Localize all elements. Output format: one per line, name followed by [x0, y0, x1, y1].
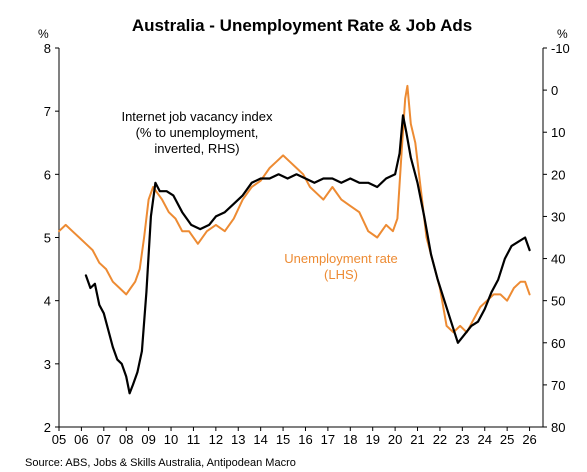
right-tick-label: -10 [551, 41, 570, 56]
x-tick-label: 24 [478, 432, 492, 447]
left-axis-unit: % [38, 27, 49, 41]
right-tick-label: 60 [551, 336, 565, 351]
x-tick-label: 07 [97, 432, 111, 447]
x-tick-label: 21 [410, 432, 424, 447]
left-tick-label: 7 [44, 104, 51, 119]
x-tick-label: 16 [298, 432, 312, 447]
x-tick-label: 19 [365, 432, 379, 447]
left-tick-label: 3 [44, 357, 51, 372]
left-tick-label: 6 [44, 167, 51, 182]
left-tick-label: 4 [44, 294, 51, 309]
x-tick-label: 17 [321, 432, 335, 447]
annotation-orange-line-2: (LHS) [324, 267, 358, 282]
annotation-black-line-1: Internet job vacancy index [121, 109, 273, 124]
annotation-black: Internet job vacancy index (% to unemplo… [121, 109, 273, 156]
right-tick-label: 40 [551, 252, 565, 267]
x-tick-label: 20 [388, 432, 402, 447]
axes: 8 7 6 5 4 3 2 -10 0 10 20 30 40 50 60 70 80 05 06 07 08 09 10 1… [44, 41, 570, 447]
x-tick-label: 13 [231, 432, 245, 447]
right-tick-label: 80 [551, 420, 565, 435]
right-tick-label: 50 [551, 294, 565, 309]
right-tick-label: 20 [551, 167, 565, 182]
right-tick-label: 30 [551, 209, 565, 224]
right-tick-label: 10 [551, 125, 565, 140]
x-tick-label: 11 [187, 432, 201, 447]
left-tick-label: 8 [44, 41, 51, 56]
x-tick-label: 05 [52, 432, 66, 447]
job-vacancy-index-line [84, 114, 531, 395]
annotation-orange-line-1: Unemployment rate [284, 251, 397, 266]
left-tick-label: 5 [44, 231, 51, 246]
source-note: Source: ABS, Jobs & Skills Australia, An… [25, 457, 296, 469]
right-tick-label: 0 [551, 83, 558, 98]
x-tick-label: 22 [433, 432, 447, 447]
x-tick-label: 09 [141, 432, 155, 447]
annotation-black-line-3: inverted, RHS) [154, 141, 239, 156]
series-layer [58, 84, 531, 395]
x-tick-label: 10 [164, 432, 178, 447]
right-axis-unit: % [557, 27, 568, 41]
x-tick-label: 25 [500, 432, 514, 447]
x-tick-label: 18 [343, 432, 357, 447]
x-tick-label: 26 [522, 432, 536, 447]
x-tick-label: 08 [119, 432, 133, 447]
right-tick-label: 70 [551, 378, 565, 393]
x-tick-label: 15 [276, 432, 290, 447]
x-tick-label: 12 [209, 432, 223, 447]
x-tick-label: 06 [74, 432, 88, 447]
left-tick-label: 2 [44, 420, 51, 435]
annotation-orange: Unemployment rate (LHS) [284, 251, 397, 282]
annotation-black-line-2: (% to unemployment, [136, 125, 259, 140]
x-tick-label: 23 [455, 432, 469, 447]
chart-title: Australia - Unemployment Rate & Job Ads [132, 16, 472, 35]
x-tick-label: 14 [253, 432, 267, 447]
